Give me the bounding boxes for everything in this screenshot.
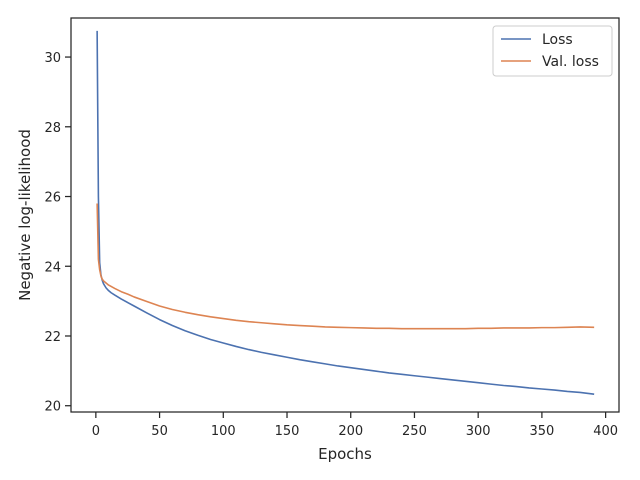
y-tick-label: 28 (44, 121, 61, 136)
x-tick-label: 300 (466, 424, 491, 439)
plot-frame (71, 18, 619, 412)
y-tick-label: 26 (44, 191, 61, 206)
legend-label-loss: Loss (542, 32, 573, 48)
x-axis-ticks: 0 50 100 150 200 250 300 350 400 (92, 412, 618, 439)
y-tick-label: 30 (44, 51, 61, 66)
y-tick-label: 22 (44, 330, 61, 345)
x-tick-label: 50 (151, 424, 168, 439)
y-axis-ticks: 20 22 24 26 28 30 (44, 51, 71, 415)
x-axis-title: Epochs (318, 445, 372, 463)
y-tick-label: 20 (44, 400, 61, 415)
series-line-loss (97, 31, 594, 394)
x-tick-label: 0 (92, 424, 100, 439)
y-tick-label: 24 (44, 260, 61, 275)
x-tick-label: 150 (275, 424, 300, 439)
x-tick-label: 100 (211, 424, 236, 439)
x-tick-label: 200 (338, 424, 363, 439)
x-tick-label: 250 (402, 424, 427, 439)
x-tick-label: 350 (529, 424, 554, 439)
x-tick-label: 400 (593, 424, 618, 439)
series-line-val-loss (97, 203, 594, 328)
series-lines (97, 31, 594, 394)
legend: Loss Val. loss (493, 26, 612, 76)
legend-label-val-loss: Val. loss (542, 54, 599, 70)
y-axis-title: Negative log-likelihood (16, 129, 34, 301)
